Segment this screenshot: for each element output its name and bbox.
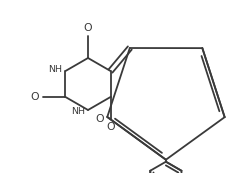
Text: NH: NH	[49, 66, 62, 75]
Text: O: O	[31, 92, 39, 102]
Text: NH: NH	[71, 107, 85, 116]
Text: O: O	[106, 122, 115, 132]
Text: O: O	[95, 115, 104, 124]
Text: O: O	[84, 23, 92, 33]
